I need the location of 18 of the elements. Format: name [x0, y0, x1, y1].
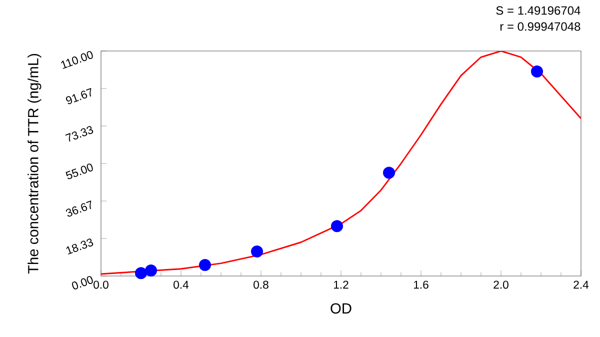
- y-tick-label: 91.67: [66, 88, 92, 104]
- x-axis-title: OD: [330, 303, 352, 314]
- x-tick-label: 1.6: [414, 280, 428, 289]
- y-axis-title: The concentration of TTR (ng/mL): [28, 54, 42, 274]
- y-tick-label: 36.67: [66, 200, 92, 217]
- y-tick-label: 0.00: [72, 276, 93, 290]
- x-tick-label: 2.4: [574, 280, 589, 289]
- text: r = 0.99947048: [500, 22, 580, 31]
- x-tick-label: 0.0: [94, 280, 108, 289]
- x-tick-label: 2.0: [494, 280, 508, 289]
- y-tick-label: 73.33: [65, 126, 94, 142]
- y-tick-label: 110.00: [61, 51, 93, 69]
- x-tick-label: 0.4: [174, 280, 189, 289]
- x-tick-label: 1.2: [334, 280, 348, 289]
- text: S = 1.49196704: [496, 6, 580, 15]
- x-tick-label: 0.8: [254, 280, 268, 289]
- y-tick-label: 18.33: [66, 238, 94, 255]
- y-tick-label: 55.00: [66, 164, 93, 180]
